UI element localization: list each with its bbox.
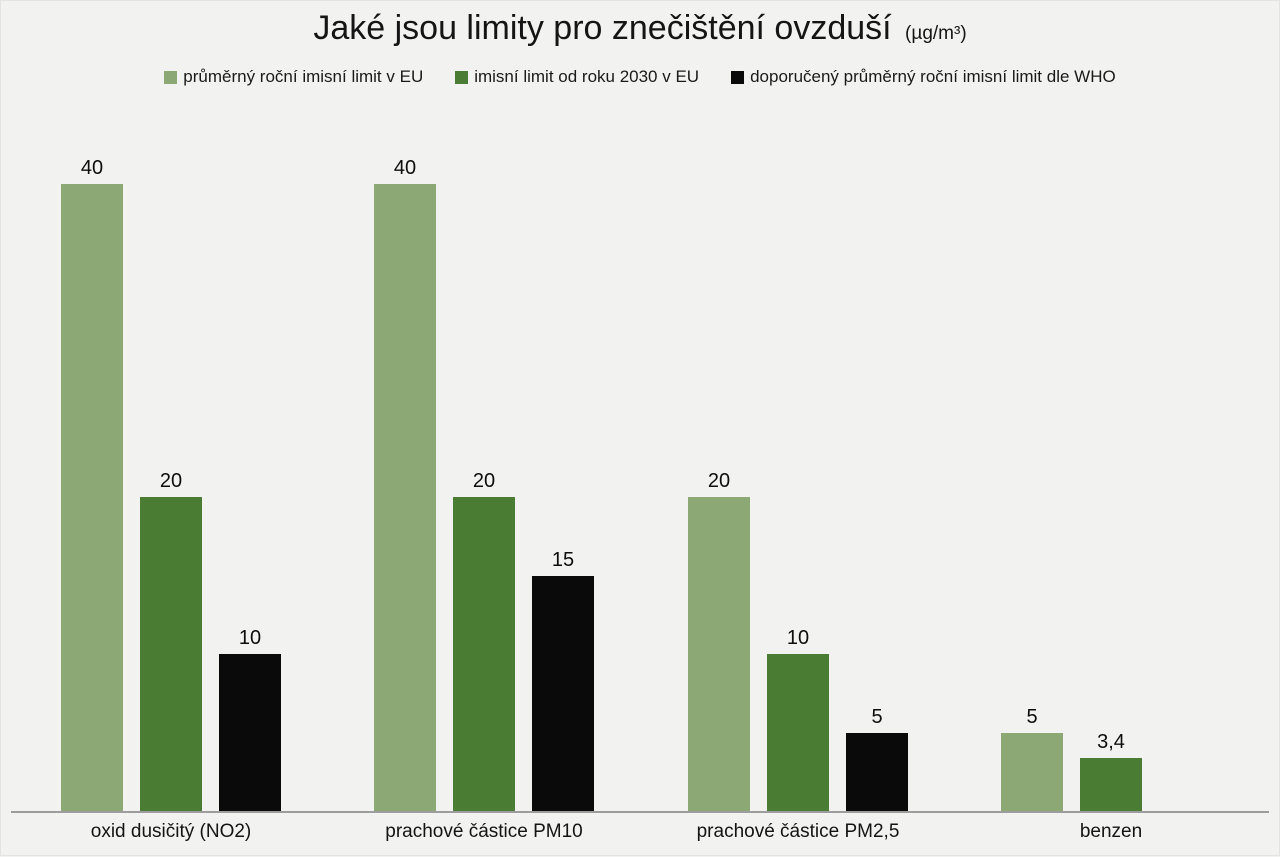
chart-title-unit: (µg/m³) — [905, 23, 967, 44]
value-label: 40 — [80, 157, 104, 179]
value-label: 20 — [159, 470, 183, 492]
legend-item-eu-annual: průměrný roční imisní limit v EU — [164, 67, 423, 87]
bar-series1-prachov-stice-pm10 — [374, 184, 436, 811]
bar-series3-prachov-stice-pm2-5 — [846, 733, 908, 811]
chart-title-text: Jaké jsou limity pro znečištění ovzduší — [313, 9, 892, 47]
category-label: prachové částice PM2,5 — [696, 821, 900, 842]
category-label: prachové částice PM10 — [385, 821, 583, 842]
value-label: 3,4 — [1097, 731, 1125, 753]
bar-series3-oxid-dusi-it-no2- — [219, 654, 281, 811]
bar-series1-oxid-dusi-it-no2- — [61, 184, 123, 811]
legend-swatch-light-green — [164, 70, 178, 84]
legend-item-who: doporučený průměrný roční imisní limit d… — [731, 67, 1116, 87]
legend-swatch-black — [731, 70, 745, 84]
value-label: 20 — [707, 470, 731, 492]
bar-series2-prachov-stice-pm10 — [453, 497, 515, 811]
bar-series1-prachov-stice-pm2-5 — [688, 497, 750, 811]
value-label: 40 — [393, 157, 417, 179]
value-label: 15 — [551, 549, 575, 571]
legend-item-eu-2030: imisní limit od roku 2030 v EU — [455, 67, 699, 87]
value-label: 10 — [238, 627, 262, 649]
legend-label: doporučený průměrný roční imisní limit d… — [750, 67, 1116, 86]
value-label: 5 — [871, 706, 883, 728]
value-label: 5 — [1026, 706, 1038, 728]
bar-series2-oxid-dusi-it-no2- — [140, 497, 202, 811]
legend: průměrný roční imisní limit v EU imisní … — [1, 67, 1279, 87]
value-label: 20 — [472, 470, 496, 492]
bar-series3-prachov-stice-pm10 — [532, 576, 594, 811]
x-axis-line — [11, 811, 1269, 813]
legend-label: imisní limit od roku 2030 v EU — [474, 67, 700, 86]
legend-label: průměrný roční imisní limit v EU — [183, 67, 424, 86]
category-label: oxid dusičitý (NO2) — [90, 821, 252, 842]
value-label: 10 — [786, 627, 810, 649]
bar-series2-prachov-stice-pm2-5 — [767, 654, 829, 811]
category-label: benzen — [1079, 821, 1143, 842]
bar-series1-benzen — [1001, 733, 1063, 811]
bar-series2-benzen — [1080, 758, 1142, 811]
legend-swatch-dark-green — [455, 70, 469, 84]
chart-title: Jaké jsou limity pro znečištění ovzduší … — [1, 9, 1279, 48]
